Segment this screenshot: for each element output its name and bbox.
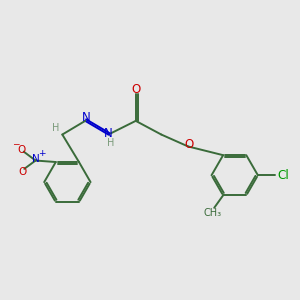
Text: H: H bbox=[52, 123, 59, 133]
Text: O: O bbox=[131, 83, 140, 96]
Text: N: N bbox=[32, 154, 40, 164]
Text: N: N bbox=[104, 128, 113, 140]
Text: H: H bbox=[107, 139, 115, 148]
Text: N: N bbox=[82, 111, 91, 124]
Text: Cl: Cl bbox=[278, 169, 289, 182]
Text: CH₃: CH₃ bbox=[204, 208, 222, 218]
Text: +: + bbox=[38, 149, 46, 158]
Text: O: O bbox=[18, 167, 27, 177]
Text: O: O bbox=[18, 145, 26, 155]
Text: O: O bbox=[184, 138, 194, 152]
Text: −: − bbox=[12, 140, 19, 149]
